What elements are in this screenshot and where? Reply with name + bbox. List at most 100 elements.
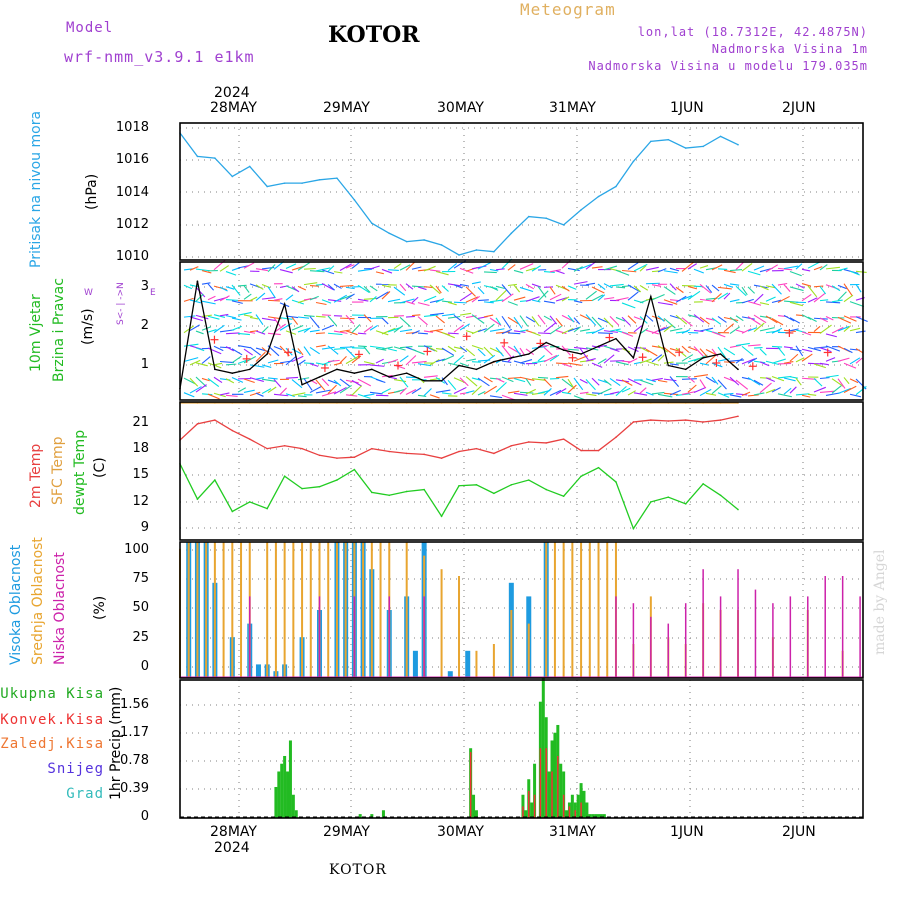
wind-arrow (243, 378, 255, 383)
wind-arrow (597, 379, 609, 384)
cloud-bar (754, 589, 757, 678)
wind-arrow (801, 293, 812, 302)
wind-arrow (747, 270, 761, 276)
wind-arrow (759, 302, 770, 306)
precip-bar (574, 810, 577, 818)
cloud-bar (562, 542, 565, 678)
precip-bar (524, 810, 528, 818)
wind-arrow (213, 324, 225, 334)
wind-speed-point (667, 364, 670, 367)
wind-arrow (543, 322, 556, 333)
precip-bar (288, 740, 292, 818)
wind-arrow (669, 363, 679, 366)
pressure-tick: 1014 (115, 185, 149, 200)
wind-arrow (561, 378, 573, 388)
wind-arrow (513, 284, 521, 293)
wind-speed-point (615, 337, 617, 340)
wind-arrow (327, 359, 340, 363)
wind-arrow (531, 265, 541, 272)
cloud-bar (266, 542, 269, 678)
wind-arrow (231, 317, 242, 321)
temp-point (667, 496, 670, 498)
wind-arrow (303, 327, 311, 333)
cloud-bar (335, 542, 338, 678)
cloud-bar (370, 542, 373, 678)
wind-arrow (417, 316, 428, 326)
wind-arrow (315, 332, 325, 335)
wind-arrow (747, 394, 759, 397)
precip-tick: 0.39 (120, 781, 149, 796)
model-label: Model (66, 20, 114, 36)
wind-arrow (507, 316, 519, 325)
cloud-bar (527, 623, 530, 678)
wind-arrow (225, 298, 239, 301)
wind-arrow (267, 359, 279, 364)
wind-arrow (855, 283, 862, 293)
wind-arrow (393, 315, 404, 317)
wind-arrow (573, 395, 585, 401)
wind-arrow (351, 385, 362, 396)
cloud-bar (702, 569, 704, 678)
footer-station: KOTOR (329, 862, 387, 878)
cloud-bar (807, 596, 809, 678)
wind-arrow (189, 266, 199, 271)
wind-arrow (309, 346, 320, 355)
wind-arrow (669, 376, 680, 388)
cloud-bar (667, 623, 670, 678)
wind-arrow (465, 358, 477, 362)
wind-arrow (633, 316, 642, 321)
wind-arrow (573, 281, 588, 285)
wind-arrow (465, 315, 477, 319)
wind-arrow (477, 328, 487, 333)
wind-arrow (297, 285, 307, 291)
wind-arrow (753, 379, 764, 386)
wind-arrow (465, 286, 476, 297)
cloud-tick: 75 (132, 571, 149, 586)
wind-arrow (273, 323, 286, 333)
wind-arrow (531, 331, 541, 337)
wind-arrow (201, 377, 210, 382)
wind-arrow (627, 378, 642, 386)
wind-arrow (435, 285, 442, 294)
wind-arrow (543, 271, 555, 274)
wind-arrow (531, 299, 541, 303)
wind-arrow (399, 355, 409, 363)
temp-tick: 21 (132, 415, 149, 430)
wind-arrow (399, 298, 415, 304)
wind-arrow (285, 393, 295, 397)
wind-arrow (183, 392, 195, 398)
wind-speed-point (371, 368, 373, 371)
precip-bar (551, 771, 553, 818)
wind-arrow (249, 296, 258, 302)
wind-arrow (693, 285, 704, 288)
temp-point (684, 419, 687, 421)
wind-arrow (255, 347, 270, 353)
temp-point (318, 454, 321, 457)
wind-arrow (609, 347, 620, 352)
temp-point (597, 449, 600, 452)
wind-arrow (279, 317, 293, 320)
cloud-bar (475, 650, 478, 678)
wind-arrow (471, 314, 485, 324)
wind-arrow (561, 296, 570, 302)
wind-arrow (315, 301, 327, 306)
wind-arrow (447, 345, 457, 353)
wind-arrow (801, 348, 813, 353)
wind-arrow (687, 384, 697, 393)
wind-arrow (819, 264, 828, 271)
wind-arrow (273, 345, 283, 351)
wind-arrow (417, 394, 427, 397)
wind-arrow (201, 282, 211, 285)
wind-arrow (285, 376, 299, 379)
wind-arrow (417, 332, 428, 335)
wind-arrow (489, 286, 499, 291)
wind-arrow (189, 359, 201, 366)
temp-point (266, 447, 268, 450)
wind-arrow (759, 327, 775, 332)
wind-arrow (657, 315, 665, 322)
cloud-bar (650, 616, 652, 678)
wind-arrow (423, 265, 436, 272)
temp-point (597, 466, 600, 469)
wind-arrow (843, 325, 852, 332)
